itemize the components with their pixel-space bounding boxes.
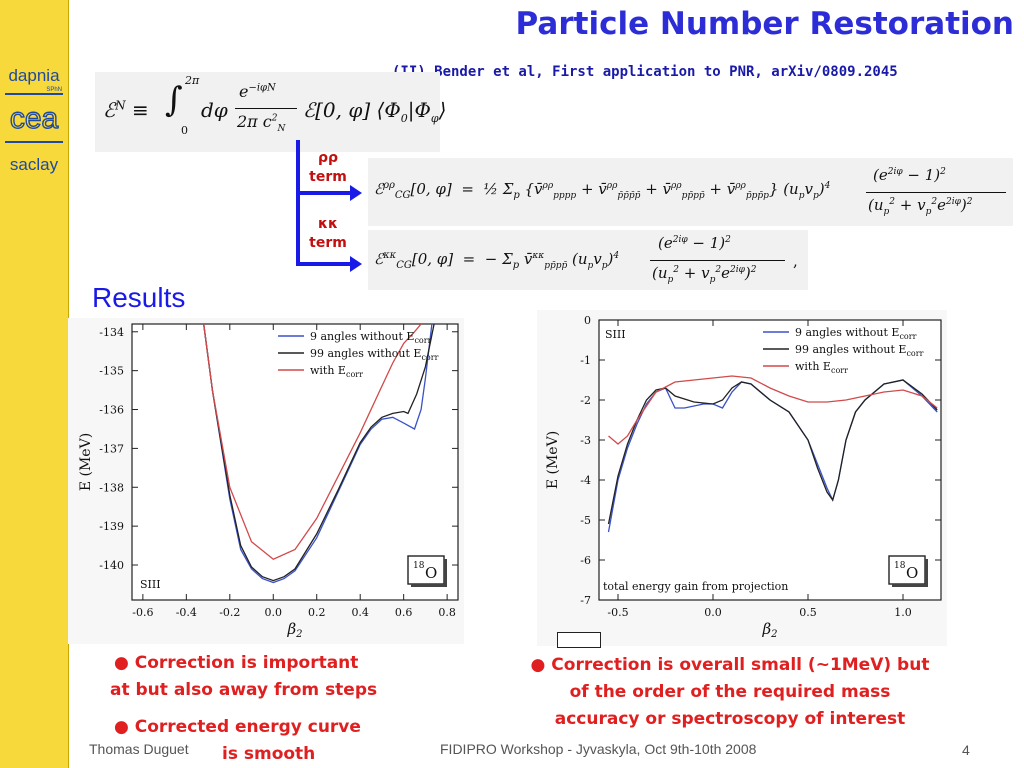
nucleus-box-shadow <box>444 559 447 587</box>
y-axis-label: E (MeV) <box>78 433 94 491</box>
annotation-footnote: total energy gain from projection <box>603 580 788 593</box>
sidebar: dapnia SPhN cea saclay <box>0 0 69 768</box>
nucleus-symbol: O <box>906 564 918 582</box>
slide-subtitle: (II) Bender et al, First application to … <box>392 64 898 80</box>
chart-left: -0.6 -0.4 -0.2 0.0 0.2 0.4 0.6 0.8 -134 -135 -136 -… <box>78 323 459 640</box>
equation-kappa-kappa-term: ℰκκCG[0, φ] = − Σp v̄κκpp̄pp̄ (upvp)4 (e… <box>368 230 808 290</box>
rho-term-symbol: ρρ <box>317 150 339 166</box>
y-tick-label: -139 <box>99 520 124 533</box>
x-axis-label: β2 <box>286 620 302 640</box>
x-tick-label: 0.8 <box>438 606 456 619</box>
nucleus-box <box>407 555 445 585</box>
y-tick-label: -137 <box>99 442 124 455</box>
annotation-siii: SIII <box>140 578 161 591</box>
results-heading: Results <box>92 282 186 313</box>
series-line-1 <box>203 324 433 584</box>
bullet-left-1: ● Correction is important at but also aw… <box>110 650 377 704</box>
y-tick-label: -2 <box>580 394 591 407</box>
x-tick-label: 0.5 <box>799 606 817 619</box>
small-empty-box <box>557 632 601 648</box>
dapnia-logo: dapnia <box>8 66 60 85</box>
x-tick-label: 0.0 <box>265 606 283 619</box>
x-tick-label: -0.2 <box>219 606 240 619</box>
kappa-term-label: term <box>309 235 347 251</box>
y-tick-label: -1 <box>580 354 591 367</box>
y-tick-label: -134 <box>99 326 124 339</box>
nucleus-box-shadow <box>411 584 447 587</box>
y-tick-label: -6 <box>580 554 591 567</box>
cea-logo-text: cea <box>10 104 59 134</box>
x-axis-label: β2 <box>761 620 777 640</box>
x-tick-label: 0.6 <box>395 606 413 619</box>
bullet-left-2-line1: ● Corrected energy curve <box>114 717 361 737</box>
x-tick-label: -0.6 <box>132 606 153 619</box>
bullet-right-line2: of the order of the required mass <box>569 682 891 702</box>
kappa-term-symbol: κκ <box>318 216 338 232</box>
logo-divider <box>5 93 63 95</box>
bullet-right-line3: accuracy or spectroscopy of interest <box>554 709 906 729</box>
x-tick-label: 0.4 <box>351 606 369 619</box>
series-line-2 <box>203 324 435 582</box>
series-line-2 <box>607 379 938 525</box>
series-line-3 <box>203 324 422 560</box>
slide-title: Particle Number Restoration <box>515 6 1014 42</box>
term-arrows <box>296 140 362 272</box>
y-tick-label: -138 <box>99 481 124 494</box>
equation-rho-rho-term: ℰρρCG[0, φ] = ½ Σp {v̄ρρpppp + v̄ρρp̄p̄p… <box>368 158 1013 226</box>
y-tick-label: -135 <box>99 365 124 378</box>
dapnia-logo-sub: SPhN <box>46 87 62 93</box>
y-tick-label: -4 <box>580 474 591 487</box>
y-tick-label: -3 <box>580 434 591 447</box>
arrow-line-kappa <box>296 140 350 266</box>
nucleus-box-shadow <box>925 559 928 587</box>
bullet-right-line1: ● Correction is overall small (~1MeV) bu… <box>530 655 930 675</box>
annotation-siii: SIII <box>605 328 626 341</box>
x-tick-label: -0.5 <box>607 606 628 619</box>
saclay-logo: saclay <box>9 155 59 174</box>
legend-label: 99 angles without Ecorr <box>310 347 439 362</box>
x-tick-label: 0.2 <box>308 606 326 619</box>
y-tick-label: -140 <box>99 559 124 572</box>
equation-projected-energy: ℰN ≡ ∫ 2π 0 dφ e−iφN 2π c2N ℰ[0, φ] ⟨Φ0|… <box>95 72 446 152</box>
bullet-left-2-line2: is smooth <box>222 744 316 764</box>
series-line-3 <box>608 375 938 445</box>
chart-left-panel: -0.6 -0.4 -0.2 0.0 0.2 0.4 0.6 0.8 -134 -135 -136 -… <box>68 318 464 644</box>
bullet-left-1-line1: ● Correction is important <box>114 653 359 673</box>
nucleus-symbol: O <box>425 564 437 582</box>
arrow-head-rho <box>350 185 362 201</box>
chart-right-panel: -0.5 0.0 0.5 1.0 0 -1 -2 -3 -4 -5 -6 -7 9 angles wit… <box>537 310 947 646</box>
x-tick-label: 0.0 <box>704 606 722 619</box>
y-tick-label: 0 <box>584 314 591 327</box>
footer-event: FIDIPRO Workshop - Jyvaskyla, Oct 9th-10… <box>440 741 757 757</box>
bullet-right: ● Correction is overall small (~1MeV) bu… <box>490 652 970 733</box>
nucleus-mass: 18 <box>894 561 906 571</box>
bullet-left-2: ● Corrected energy curve is smooth <box>114 714 361 768</box>
y-axis-label: E (MeV) <box>545 431 561 489</box>
x-tick-label: -0.4 <box>176 606 197 619</box>
x-tick-label: 1.0 <box>894 606 912 619</box>
rho-term-label: term <box>309 169 347 185</box>
legend-label: 9 angles without Ecorr <box>310 330 432 345</box>
chart-right: -0.5 0.0 0.5 1.0 0 -1 -2 -3 -4 -5 -6 -7 9 angles wit… <box>545 314 942 640</box>
legend-label: 99 angles without Ecorr <box>795 343 924 358</box>
nucleus-box-shadow <box>892 584 928 587</box>
nucleus-mass: 18 <box>413 561 425 571</box>
y-tick-label: -7 <box>580 594 591 607</box>
y-tick-label: -136 <box>99 404 124 417</box>
bullet-left-1-line2: at but also away from steps <box>110 680 378 700</box>
footer-author: Thomas Duguet <box>89 741 189 757</box>
y-tick-label: -5 <box>580 514 591 527</box>
logo-divider <box>5 141 63 143</box>
cea-logo: cea <box>9 104 59 134</box>
footer-page-number: 4 <box>962 742 970 758</box>
legend-label: 9 angles without Ecorr <box>795 326 917 341</box>
arrow-head-kappa <box>350 256 362 272</box>
